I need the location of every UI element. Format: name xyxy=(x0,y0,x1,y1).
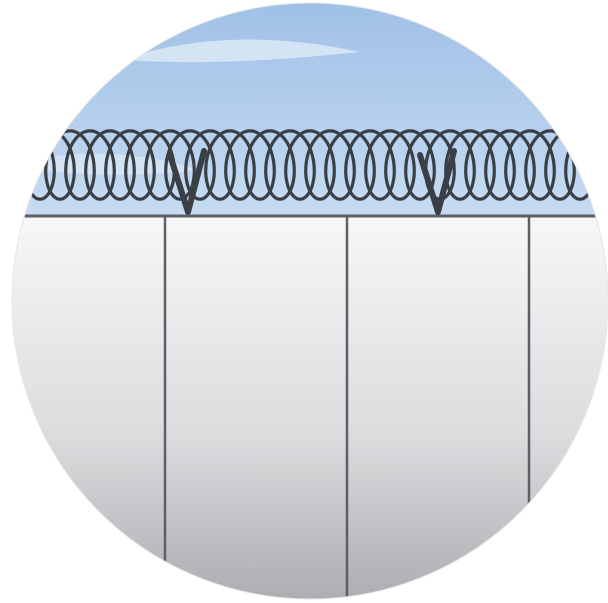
wire-brackets xyxy=(167,148,457,215)
v-bracket xyxy=(417,148,457,215)
cloud xyxy=(120,39,360,63)
circle-rim xyxy=(11,2,608,600)
wall xyxy=(12,216,608,599)
v-bracket xyxy=(167,148,207,215)
razor-wire-coil xyxy=(12,129,608,201)
